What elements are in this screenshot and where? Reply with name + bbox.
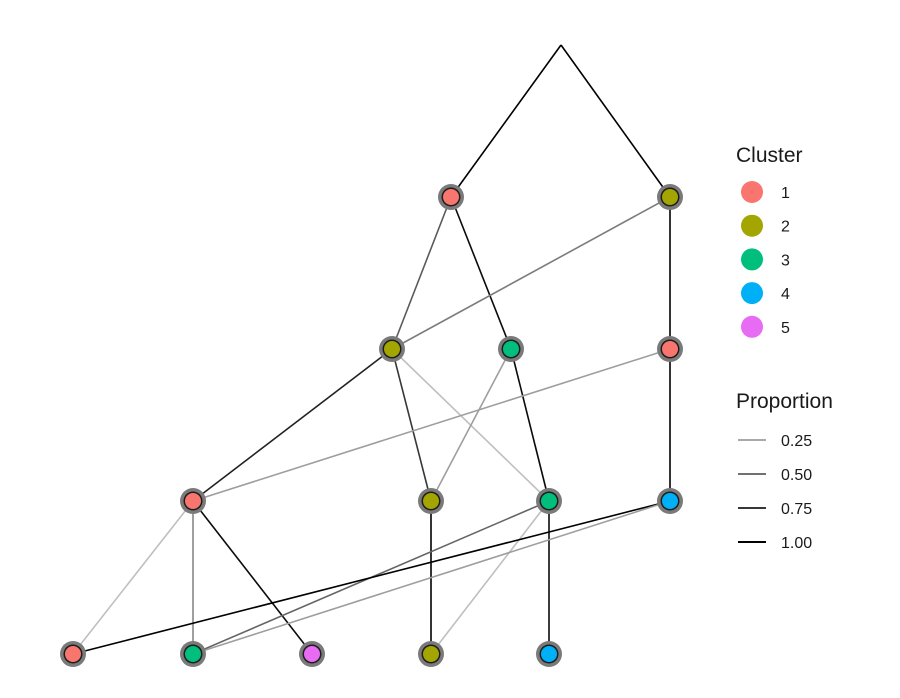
- tree-edges: [72, 44, 671, 655]
- edge-k2_c1-k3_c3: [450, 196, 512, 350]
- node-k5_c5: [299, 641, 325, 667]
- cluster-legend-swatch-1: [741, 181, 763, 203]
- edge-k4_c4-k5_c3: [192, 500, 671, 655]
- proportion-legend-label-0.50: 0.50: [781, 467, 812, 484]
- edge-k4_c1-k5_c1: [72, 500, 194, 655]
- cluster-legend-label-2: 2: [781, 219, 790, 236]
- proportion-legend-title: Proportion: [736, 390, 833, 413]
- node-k3_c3: [498, 336, 524, 362]
- proportion-legend-label-0.75: 0.75: [781, 501, 812, 518]
- cluster-legend-swatch-5: [741, 315, 763, 338]
- cluster-legend-swatch-2: [741, 214, 763, 237]
- cluster-legend-title: Cluster: [736, 144, 803, 167]
- proportion-legend-label-0.25: 0.25: [781, 433, 812, 450]
- cluster-legend-swatch-4: [741, 282, 763, 305]
- node-k5_c1: [60, 641, 86, 667]
- edge-k4_c3-k5_c2: [430, 500, 550, 655]
- edge-k3_c2-k4_c1: [192, 348, 393, 502]
- proportion-legend-label-1.00: 1.00: [781, 535, 812, 552]
- node-k5_c3: [180, 641, 206, 667]
- node-k2_c1: [438, 184, 464, 210]
- edge-k3_c3-k4_c3: [510, 348, 550, 502]
- node-k4_c1: [180, 488, 206, 514]
- edge-k4_c1-k5_c5: [192, 500, 313, 655]
- node-k3_c2: [379, 336, 405, 362]
- edge-k3_c2-k4_c2: [391, 348, 432, 502]
- edge-k3_c3-k4_c2: [430, 348, 512, 502]
- cluster-legend-swatch-3: [741, 248, 763, 271]
- node-k3_c1: [657, 336, 683, 362]
- cluster-legend-label-3: 3: [781, 252, 790, 269]
- edge-k3_c1-k4_c1: [192, 348, 671, 502]
- node-k2_c2: [657, 184, 683, 210]
- cluster-legend: Cluster 1 2 3 4 5: [736, 144, 803, 338]
- edge-k2_c2-k3_c2: [391, 196, 671, 350]
- cluster-legend-label-5: 5: [781, 320, 790, 337]
- node-k4_c4: [657, 488, 683, 514]
- node-k5_c4: [536, 641, 562, 667]
- node-k5_c2: [418, 641, 444, 667]
- cluster-legend-label-4: 4: [781, 286, 790, 303]
- node-k4_c3: [536, 488, 562, 514]
- node-k4_c2: [418, 488, 444, 514]
- edge-k2_c1-k3_c2: [391, 196, 452, 350]
- edge-root-k2_c2: [560, 44, 671, 198]
- cluster-legend-label-1: 1: [781, 185, 790, 202]
- tree-nodes: [60, 184, 683, 667]
- edge-root-k2_c1: [450, 44, 562, 198]
- edge-k4_c4-k5_c1: [72, 500, 671, 655]
- proportion-legend: Proportion 0.25 0.50 0.75 1.00: [736, 390, 833, 552]
